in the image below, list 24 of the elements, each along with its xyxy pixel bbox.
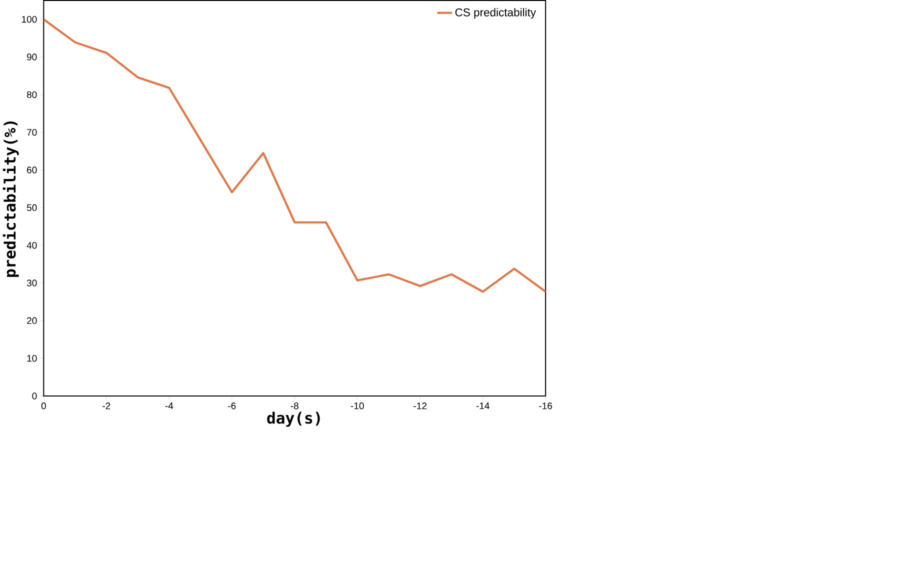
y-tick-label: 0 [32,392,37,400]
x-tick-label: -2 [102,402,110,410]
y-tick-label: 10 [27,355,37,362]
y-tick-label: 60 [27,166,37,174]
y-tick-label: 40 [26,242,37,249]
y-axis-title: predictability(%) [2,122,19,278]
x-tick-label: -4 [165,402,174,410]
x-tick-label: -8 [290,402,298,410]
x-tick-label: -10 [350,402,364,410]
x-tick-label: 0 [41,402,46,410]
x-tick-label: -6 [228,402,236,410]
legend-label: CS predictability [455,8,536,19]
y-tick-label: 20 [27,318,37,324]
y-tick-label: 70 [27,129,37,136]
x-tick-label: -16 [539,402,552,410]
y-tick-label: 80 [26,92,37,98]
y-tick-label: 100 [22,16,37,23]
x-axis-title: day(s) [267,412,320,428]
y-tick-label: 90 [27,54,37,61]
line-series [44,18,546,293]
y-tick-label: 30 [26,280,37,287]
y-tick-label: 50 [26,204,37,212]
x-tick-label: -12 [414,402,427,410]
x-tick-label: -14 [476,402,490,410]
